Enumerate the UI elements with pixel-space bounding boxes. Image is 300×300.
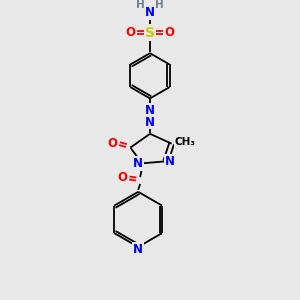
- Text: O: O: [118, 171, 128, 184]
- Text: N: N: [145, 6, 155, 20]
- Text: N: N: [165, 155, 175, 168]
- Text: N: N: [133, 243, 143, 256]
- Text: H: H: [155, 0, 164, 10]
- Text: H: H: [136, 0, 145, 10]
- Text: N: N: [133, 157, 143, 170]
- Text: O: O: [108, 137, 118, 150]
- Text: S: S: [145, 26, 155, 40]
- Text: CH₃: CH₃: [175, 137, 196, 147]
- Text: O: O: [165, 26, 175, 39]
- Text: N: N: [145, 116, 155, 128]
- Text: O: O: [125, 26, 135, 39]
- Text: N: N: [145, 104, 155, 117]
